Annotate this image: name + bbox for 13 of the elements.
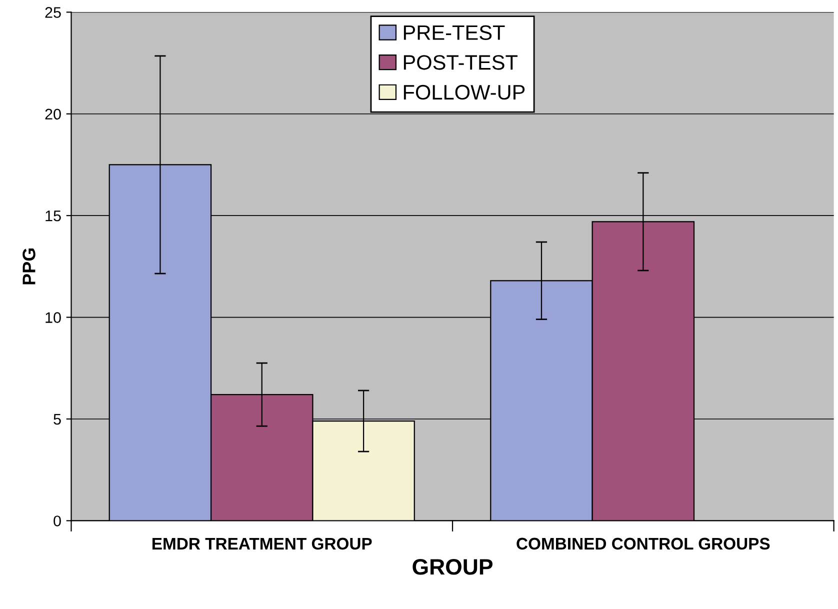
y-tick-label: 0 [54,516,61,526]
y-axis-title: PPG [22,248,36,284]
y-tick-label: 15 [46,210,61,222]
legend-label: POST-TEST [404,55,518,70]
x-tick-label: COMBINED CONTROL GROUPS [516,538,770,550]
y-tick-label: 20 [45,108,61,120]
legend-label: PRE-TEST [404,25,505,40]
legend-label: FOLLOW-UP [404,84,525,100]
y-tick-label: 5 [54,414,61,425]
x-tick-label: EMDR TREATMENT GROUP [152,538,372,550]
x-axis-title: GROUP [412,559,493,575]
y-tick-label: 10 [46,312,61,323]
y-tick-label: 25 [45,7,61,18]
